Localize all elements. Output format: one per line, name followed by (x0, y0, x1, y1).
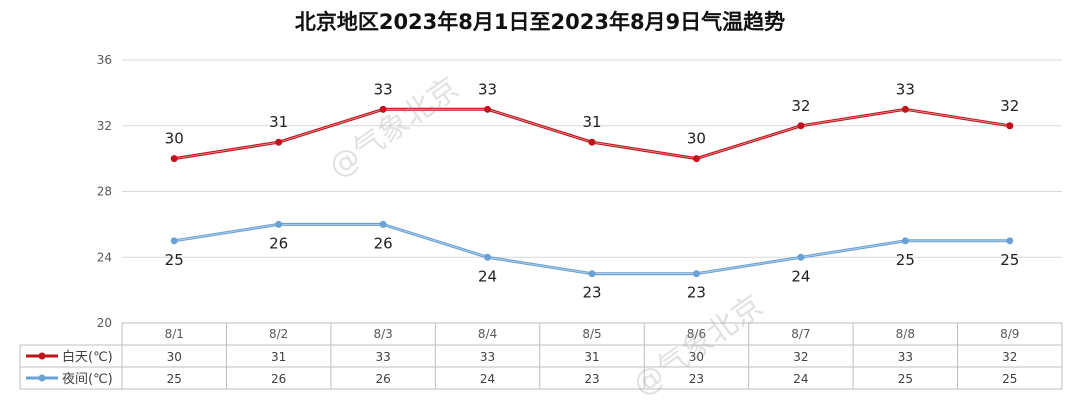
data-point (379, 220, 387, 228)
legend-swatch-marker (38, 352, 46, 360)
data-point (170, 237, 178, 245)
table-cell: 26 (375, 372, 390, 386)
x-tick-label: 8/7 (791, 327, 810, 341)
table-cell: 25 (1002, 372, 1017, 386)
data-label: 33 (896, 80, 915, 98)
x-tick-label: 8/2 (269, 327, 288, 341)
data-point (275, 220, 283, 228)
y-tick-label: 24 (97, 250, 112, 264)
data-label: 31 (269, 113, 288, 131)
data-point (1006, 237, 1014, 245)
x-tick-label: 8/8 (896, 327, 915, 341)
data-label: 33 (478, 80, 497, 98)
table-cell: 24 (480, 372, 495, 386)
data-point (275, 138, 283, 146)
data-label: 26 (374, 234, 393, 252)
data-point (797, 253, 805, 261)
data-label: 30 (165, 130, 184, 148)
table-cell: 23 (584, 372, 599, 386)
data-label: 23 (687, 284, 706, 302)
x-tick-label: 8/3 (373, 327, 392, 341)
x-tick-label: 8/6 (687, 327, 706, 341)
table-cell: 33 (898, 350, 913, 364)
data-label: 23 (582, 284, 601, 302)
table-cell: 32 (793, 350, 808, 364)
legend-entry: 夜间(℃) (62, 372, 113, 387)
data-point (484, 105, 492, 113)
table-cell: 24 (793, 372, 808, 386)
table-cell: 32 (1002, 350, 1017, 364)
y-tick-label: 28 (97, 185, 112, 199)
data-label: 33 (374, 80, 393, 98)
data-point (379, 105, 387, 113)
table-cell: 33 (375, 350, 390, 364)
data-label: 32 (1000, 97, 1019, 115)
data-point (484, 253, 492, 261)
table-cell: 23 (689, 372, 704, 386)
y-tick-label: 20 (97, 316, 112, 330)
x-tick-label: 8/1 (165, 327, 184, 341)
table-cell: 30 (167, 350, 182, 364)
table-cell: 31 (271, 350, 286, 364)
table-cell: 25 (167, 372, 182, 386)
data-point (692, 270, 700, 278)
table-cell: 26 (271, 372, 286, 386)
data-point (588, 138, 596, 146)
data-label: 25 (1000, 251, 1019, 269)
x-tick-label: 8/5 (582, 327, 601, 341)
table-cell: 30 (689, 350, 704, 364)
data-point (901, 105, 909, 113)
data-point (797, 122, 805, 130)
table-cell: 33 (480, 350, 495, 364)
table-cell: 25 (898, 372, 913, 386)
legend-entry: 白天(℃) (62, 349, 113, 365)
data-label: 24 (791, 267, 810, 285)
data-label: 26 (269, 234, 288, 252)
y-tick-label: 32 (97, 119, 112, 133)
data-label: 31 (582, 113, 601, 131)
data-label: 30 (687, 130, 706, 148)
y-tick-label: 36 (97, 53, 112, 67)
data-point (170, 155, 178, 163)
data-label: 25 (165, 251, 184, 269)
data-point (901, 237, 909, 245)
data-label: 25 (896, 251, 915, 269)
data-label: 32 (791, 97, 810, 115)
x-tick-label: 8/4 (478, 327, 497, 341)
data-point (692, 155, 700, 163)
series-line-night (173, 222, 1010, 276)
table-cell: 31 (584, 350, 599, 364)
series-line-highlight (174, 224, 1010, 275)
chart-title: 北京地区2023年8月1日至2023年8月9日气温趋势 (294, 10, 786, 34)
x-tick-label: 8/9 (1000, 327, 1019, 341)
legend-swatch-marker (38, 374, 46, 382)
data-point (1006, 122, 1014, 130)
data-point (588, 270, 596, 278)
data-label: 24 (478, 267, 497, 285)
